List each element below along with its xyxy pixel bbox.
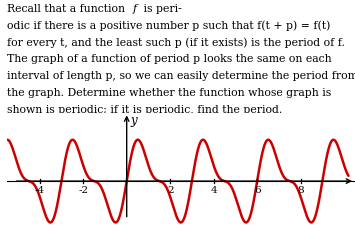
Text: odic if there is a positive number p such that f(t + p) = f(t): odic if there is a positive number p suc… <box>7 20 331 31</box>
Text: 2: 2 <box>167 186 174 195</box>
Text: -4: -4 <box>35 186 45 195</box>
Text: the graph. Determine whether the function whose graph is: the graph. Determine whether the functio… <box>7 88 331 98</box>
Text: y: y <box>130 114 137 127</box>
Text: 8: 8 <box>297 186 304 195</box>
Text: 4: 4 <box>211 186 217 195</box>
Text: is peri-: is peri- <box>140 4 182 13</box>
Text: interval of length p, so we can easily determine the period from: interval of length p, so we can easily d… <box>7 71 355 81</box>
Text: shown is periodic; if it is periodic, find the period.: shown is periodic; if it is periodic, fi… <box>7 105 282 115</box>
Text: Recall that a function: Recall that a function <box>7 4 129 13</box>
Text: The graph of a function of period p looks the same on each: The graph of a function of period p look… <box>7 54 332 64</box>
Text: for every t, and the least such p (if it exists) is the period of f.: for every t, and the least such p (if it… <box>7 37 345 48</box>
Text: -2: -2 <box>78 186 88 195</box>
Text: f: f <box>133 4 137 13</box>
Text: 6: 6 <box>254 186 261 195</box>
